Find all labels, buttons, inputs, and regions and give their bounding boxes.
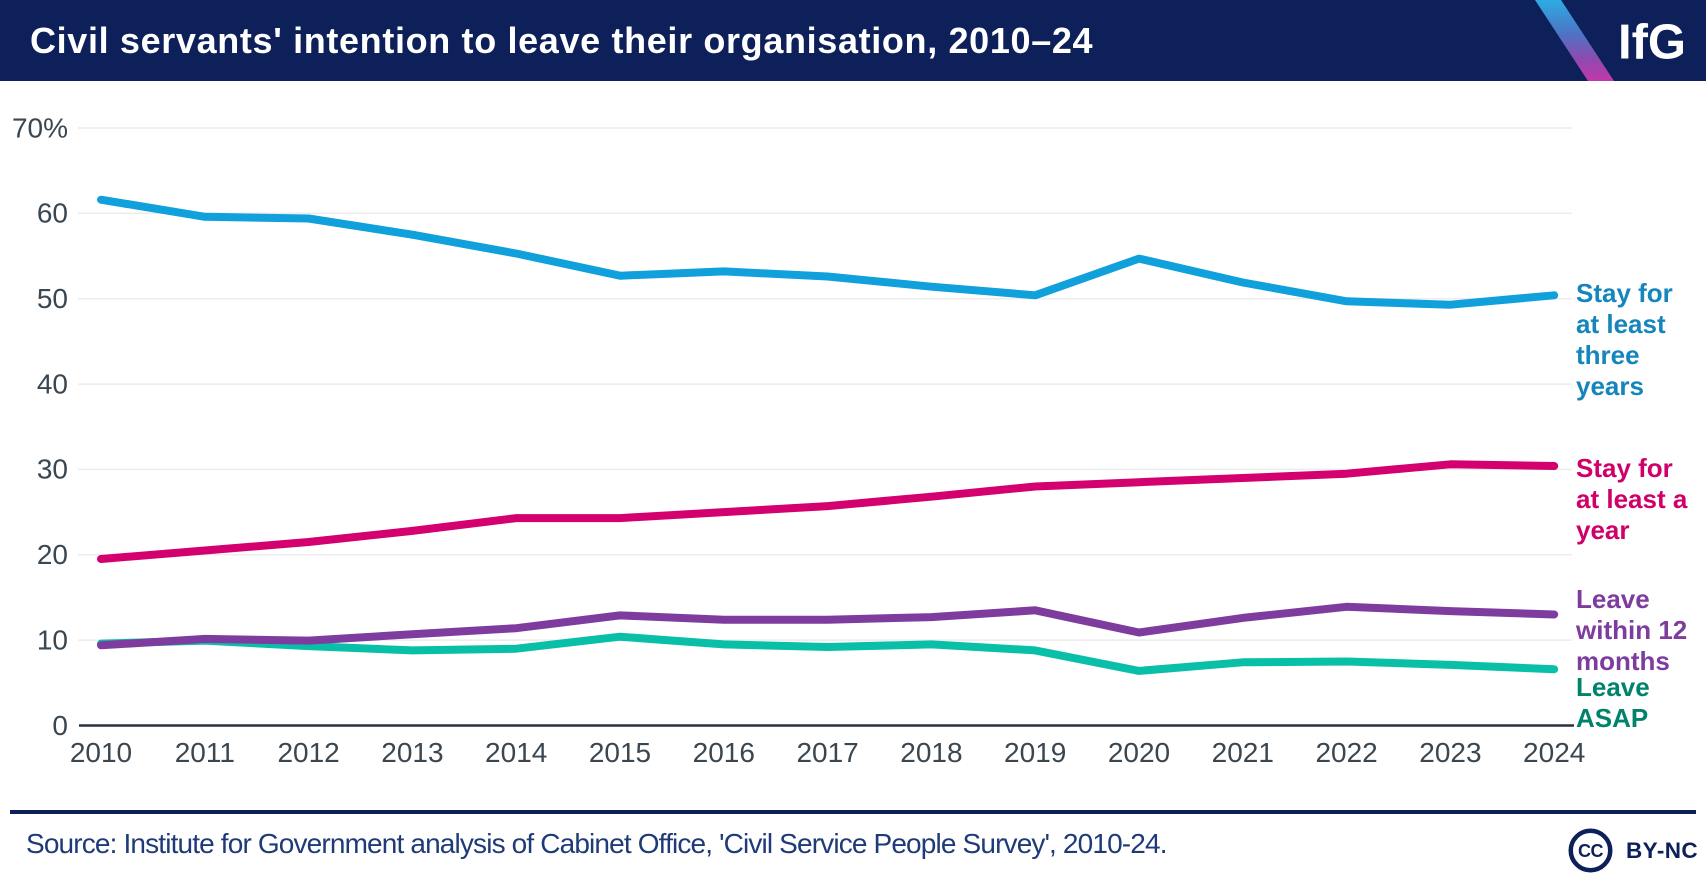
svg-text:Source: Institute for Governme: Source: Institute for Government analysi… <box>26 828 1167 859</box>
svg-text:2023: 2023 <box>1419 737 1481 768</box>
svg-text:2020: 2020 <box>1108 737 1170 768</box>
svg-text:CC: CC <box>1578 841 1603 861</box>
svg-text:IfG: IfG <box>1618 16 1686 70</box>
svg-text:2014: 2014 <box>485 737 547 768</box>
svg-text:2019: 2019 <box>1004 737 1066 768</box>
svg-text:2021: 2021 <box>1212 737 1274 768</box>
svg-text:2018: 2018 <box>900 737 962 768</box>
svg-text:70%: 70% <box>12 112 68 143</box>
svg-text:40: 40 <box>37 368 68 399</box>
svg-text:2015: 2015 <box>589 737 651 768</box>
svg-text:2022: 2022 <box>1315 737 1377 768</box>
svg-text:20: 20 <box>37 539 68 570</box>
svg-text:2011: 2011 <box>175 737 235 768</box>
svg-text:30: 30 <box>37 454 68 485</box>
svg-text:50: 50 <box>37 283 68 314</box>
svg-text:2016: 2016 <box>693 737 755 768</box>
svg-text:2017: 2017 <box>796 737 858 768</box>
svg-text:10: 10 <box>37 624 68 655</box>
svg-text:2012: 2012 <box>277 737 339 768</box>
svg-text:2013: 2013 <box>381 737 443 768</box>
svg-text:Civil servants' intention to l: Civil servants' intention to leave their… <box>30 20 1093 61</box>
svg-text:BY-NC: BY-NC <box>1626 838 1698 863</box>
svg-text:2024: 2024 <box>1523 737 1585 768</box>
svg-text:2010: 2010 <box>70 737 132 768</box>
svg-text:60: 60 <box>37 198 68 229</box>
svg-text:0: 0 <box>52 710 68 741</box>
